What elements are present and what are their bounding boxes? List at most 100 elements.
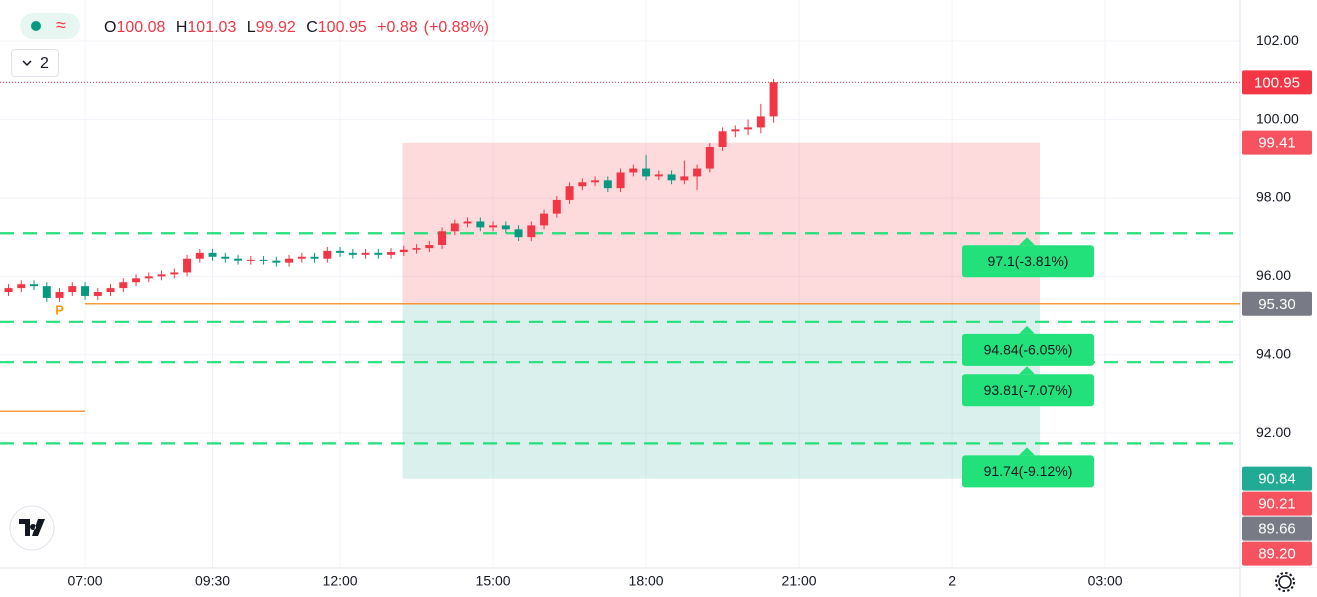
- candle-body: [591, 180, 600, 183]
- close-label: C: [306, 19, 318, 36]
- candle-body: [246, 259, 255, 261]
- candle-body: [4, 288, 13, 293]
- candle-body: [476, 221, 485, 228]
- candle-body: [285, 258, 294, 263]
- y-tick-label: 94.00: [1256, 345, 1291, 361]
- candle-body: [42, 286, 51, 298]
- price-label-box: [1242, 541, 1312, 566]
- close-value: 100.95: [317, 19, 367, 36]
- price-label-box: [1242, 491, 1312, 516]
- candle-body: [744, 127, 753, 130]
- x-tick-label: 18:00: [629, 573, 664, 589]
- x-tick-label: 15:00: [476, 573, 511, 589]
- candle-body: [348, 252, 357, 255]
- open-label: O: [104, 19, 117, 36]
- price-label: 90.21: [1258, 496, 1296, 513]
- y-tick-label: 92.00: [1256, 424, 1291, 440]
- candle-body: [412, 248, 421, 250]
- price-label: 90.84: [1258, 471, 1296, 488]
- candle-body: [552, 199, 561, 214]
- candle-body: [769, 82, 778, 117]
- candle-body: [119, 282, 128, 289]
- candle-body: [374, 252, 383, 255]
- low-value: 99.92: [255, 19, 296, 36]
- candle-body: [693, 168, 702, 177]
- change-pct: (+0.88%): [423, 19, 490, 36]
- target-label: 97.1(-3.81%): [988, 253, 1069, 269]
- price-label: 100.95: [1254, 74, 1300, 91]
- candle-body: [234, 258, 243, 261]
- toggle-count: 2: [40, 55, 49, 72]
- x-tick-label: 21:00: [782, 573, 817, 589]
- target-box: [962, 333, 1094, 366]
- candle-body: [718, 131, 727, 147]
- candle-body: [578, 182, 587, 187]
- tv-logo: [9, 505, 55, 551]
- x-tick-label: 09:30: [195, 573, 230, 589]
- y-tick-label: 102.00: [1256, 32, 1299, 48]
- price-label-box: [1242, 130, 1312, 155]
- candle-body: [438, 231, 447, 245]
- open-value: 100.08: [116, 19, 166, 36]
- candle-body: [667, 174, 676, 181]
- logo-mark: [19, 519, 45, 536]
- ohlc-legend: O100.08 H101.03 L99.92 C100.95 +0.88 (+0.…: [104, 19, 495, 37]
- x-tick-label: 03:00: [1088, 573, 1123, 589]
- indicator-toggle[interactable]: 2: [11, 49, 59, 77]
- price-label-box: [1242, 466, 1312, 491]
- candle-body: [297, 256, 306, 259]
- target-label: 93.81(-7.07%): [984, 382, 1073, 398]
- candle-body: [81, 286, 90, 296]
- candle-body: [310, 256, 319, 259]
- candle-body: [195, 252, 204, 259]
- target-label: 94.84(-6.05%): [984, 342, 1073, 358]
- candle-body: [17, 284, 26, 289]
- price-label: 89.66: [1258, 521, 1296, 538]
- target-arrow: [1019, 366, 1035, 375]
- candle-body: [208, 252, 217, 257]
- signal-marker: P: [55, 302, 64, 317]
- candle-body: [527, 225, 536, 238]
- candle-body: [731, 129, 740, 132]
- price-label: 99.41: [1258, 135, 1296, 152]
- toggle-icon: 2: [22, 55, 49, 72]
- target-box: [962, 455, 1094, 488]
- status-icons: ≈: [31, 15, 66, 35]
- candle-body: [514, 229, 523, 238]
- candle-body: [654, 174, 663, 177]
- high-label: H: [175, 19, 188, 36]
- x-tick-label: 12:00: [323, 573, 358, 589]
- price-label: 89.20: [1258, 546, 1296, 563]
- y-tick-label: 98.00: [1256, 189, 1291, 205]
- settings-button[interactable]: [1275, 572, 1295, 592]
- change: +0.88: [377, 19, 418, 36]
- candle-body: [272, 260, 281, 263]
- target-arrow: [1019, 237, 1035, 246]
- candle-body: [425, 244, 434, 249]
- candle-body: [336, 250, 345, 253]
- low-label: L: [246, 19, 256, 36]
- candle-body: [642, 168, 651, 177]
- status-pill[interactable]: ≈: [20, 13, 80, 39]
- target-box: [962, 245, 1094, 278]
- candle-body: [68, 286, 77, 293]
- target-label: 91.74(-9.12%): [984, 463, 1073, 479]
- candle-body: [565, 186, 574, 200]
- candle-body: [183, 258, 192, 273]
- y-tick-label: 100.00: [1256, 110, 1299, 126]
- candle-body: [756, 116, 765, 128]
- y-tick-label: 96.00: [1256, 267, 1291, 283]
- candle-body: [106, 288, 115, 293]
- price-label-box: [1242, 516, 1312, 541]
- candle-body: [93, 292, 102, 296]
- candle-body: [489, 225, 498, 228]
- candle-body: [629, 168, 638, 173]
- candle-body: [463, 221, 472, 224]
- candle-body: [323, 250, 332, 259]
- wave-icon: ≈: [56, 15, 66, 35]
- candle-body: [387, 252, 396, 255]
- candle-body: [157, 274, 166, 277]
- stop-zone: [402, 142, 1041, 304]
